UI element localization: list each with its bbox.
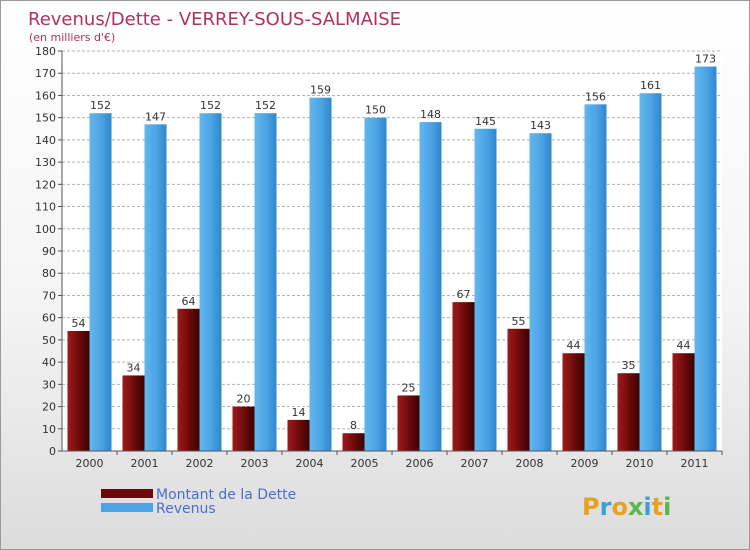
legend-label-dette: Montant de la Dette [156,487,296,503]
bar-revenus-2007 [474,128,497,451]
y-tick-label: 20 [42,401,56,414]
data-label-dette-2006: 25 [402,381,416,394]
bar-dette-2001 [122,375,145,451]
bar-dette-2009 [562,353,585,451]
bar-dette-2003 [232,406,255,451]
legend-label-revenus: Revenus [156,501,216,517]
y-tick-label: 120 [35,178,56,191]
x-tick-label-2002: 2002 [186,457,214,470]
proxiti-logo: Proxiti [582,493,671,521]
y-tick-label: 110 [35,201,56,214]
x-tick-label-2008: 2008 [516,457,544,470]
chart-subtitle: (en milliers d'€) [29,31,115,44]
logo-letter: r [600,493,612,521]
x-tick-label-2006: 2006 [406,457,434,470]
legend-swatch-revenus [101,503,153,512]
y-tick-label: 80 [42,267,56,280]
data-label-revenus-2007: 145 [475,115,496,128]
x-tick-label-2003: 2003 [241,457,269,470]
bar-revenus-2006 [419,122,442,451]
bar-revenus-2004 [309,97,332,452]
data-label-revenus-2006: 148 [420,108,441,121]
y-tick-label: 130 [35,156,56,169]
logo-letter: i [643,493,651,521]
bar-dette-2008 [507,328,530,451]
y-tick-label: 90 [42,245,56,258]
data-label-dette-2008: 55 [512,315,526,328]
bar-revenus-2009 [584,104,607,451]
y-tick-label: 10 [42,423,56,436]
data-label-revenus-2003: 152 [255,99,276,112]
logo-letter: i [663,493,671,521]
data-label-revenus-2004: 159 [310,84,331,97]
x-tick-label-2010: 2010 [626,457,654,470]
x-tick-label-2009: 2009 [571,457,599,470]
bar-dette-2006 [397,395,420,451]
y-tick-label: 160 [35,89,56,102]
y-tick-label: 0 [49,445,56,458]
bar-dette-2007 [452,302,475,451]
data-label-dette-2009: 44 [567,339,581,352]
data-label-revenus-2000: 152 [90,99,111,112]
x-tick-label-2007: 2007 [461,457,489,470]
bar-dette-2002 [177,308,200,451]
chart-title: Revenus/Dette - VERREY-SOUS-SALMAISE [28,9,401,30]
y-tick-label: 180 [35,45,56,58]
bar-revenus-2001 [144,124,167,451]
bar-dette-2004 [287,419,310,451]
bar-revenus-2005 [364,117,387,452]
x-tick-label-2004: 2004 [296,457,324,470]
y-tick-label: 40 [42,356,56,369]
data-label-dette-2004: 14 [292,406,306,419]
logo-letter: t [652,493,663,521]
data-label-revenus-2011: 173 [695,53,716,66]
logo-letter: o [611,493,628,521]
bar-revenus-2011 [694,66,717,452]
data-label-revenus-2002: 152 [200,99,221,112]
y-tick-label: 30 [42,378,56,391]
data-label-dette-2000: 54 [72,317,86,330]
bar-revenus-2002 [199,113,222,451]
bars: 54 152 34 147 64 152 20 152 14 159 8 150 25 148 67 145 5… [67,53,717,452]
y-tick-label: 100 [35,223,56,236]
data-label-revenus-2008: 143 [530,119,551,132]
x-tick-label-2001: 2001 [131,457,159,470]
data-label-revenus-2010: 161 [640,79,661,92]
x-tick-label-2011: 2011 [681,457,709,470]
data-label-dette-2010: 35 [622,359,636,372]
data-label-dette-2011: 44 [677,339,691,352]
y-tick-label: 70 [42,289,56,302]
y-tick-label: 50 [42,334,56,347]
y-tick-label: 60 [42,312,56,325]
x-tick-label-2005: 2005 [351,457,379,470]
data-label-dette-2001: 34 [127,361,141,374]
data-label-dette-2002: 64 [182,295,196,308]
axes: 0 10 20 30 40 50 60 70 80 90 100 110 120 130 140 150 160… [35,45,723,470]
bar-revenus-2010 [639,93,662,451]
logo-letter: P [582,493,600,521]
bar-dette-2000 [67,331,90,451]
logo-letter: x [628,493,644,521]
legend-swatch-dette [101,489,153,498]
data-label-dette-2003: 20 [237,393,251,406]
bar-dette-2005 [342,433,365,451]
x-tick-label-2000: 2000 [76,457,104,470]
y-tick-label: 150 [35,112,56,125]
bar-revenus-2003 [254,113,277,451]
bar-revenus-2008 [529,133,552,451]
bar-dette-2011 [672,353,695,451]
grid-lines [62,50,722,452]
y-tick-label: 140 [35,134,56,147]
data-label-revenus-2005: 150 [365,104,386,117]
data-label-revenus-2001: 147 [145,110,166,123]
data-label-revenus-2009: 156 [585,90,606,103]
bar-dette-2010 [617,373,640,451]
bar-revenus-2000 [89,113,112,451]
y-tick-label: 170 [35,67,56,80]
data-label-dette-2005: 8 [350,419,357,432]
data-label-dette-2007: 67 [457,288,471,301]
